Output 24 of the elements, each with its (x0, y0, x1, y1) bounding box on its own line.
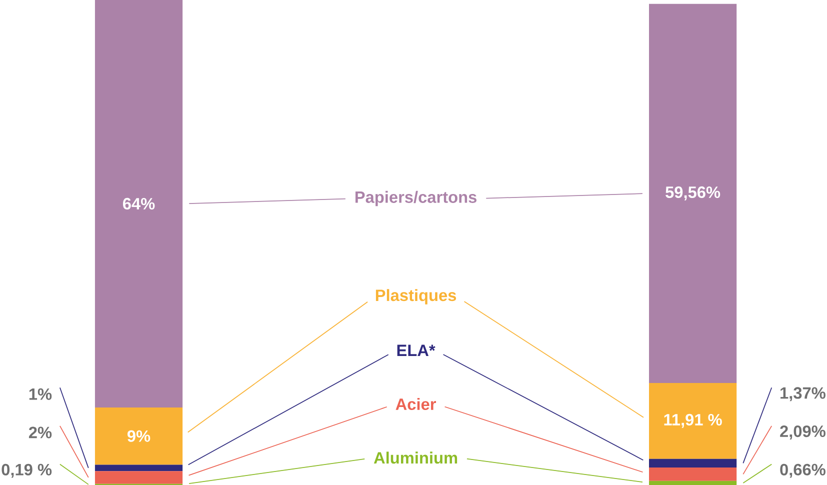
text: Acier (396, 398, 436, 410)
text: Papiers/cartons (355, 190, 476, 206)
bar (649, 468, 737, 481)
bar (649, 480, 737, 485)
bar (94, 407, 183, 465)
bar (94, 471, 183, 484)
bar (94, 464, 183, 472)
bar (649, 382, 737, 459)
data-label: 64% (122, 198, 155, 210)
text: Plastiques (376, 289, 456, 304)
text: Aluminium (374, 452, 458, 464)
data-label: 59,56% (666, 186, 720, 200)
bar (649, 4, 737, 383)
text: ELA* (397, 344, 436, 356)
data-label: 2,09% (780, 425, 826, 440)
data-label: 11,91 % (664, 414, 722, 428)
data-label: 1,37% (780, 387, 826, 402)
data-label: 0,19 % (2, 464, 52, 478)
bar (94, 0, 183, 408)
data-label: 0,66% (780, 464, 826, 478)
data-label: 2% (28, 426, 52, 438)
bar (649, 458, 737, 468)
data-label: 9% (128, 430, 150, 442)
data-label: 1% (29, 388, 52, 400)
